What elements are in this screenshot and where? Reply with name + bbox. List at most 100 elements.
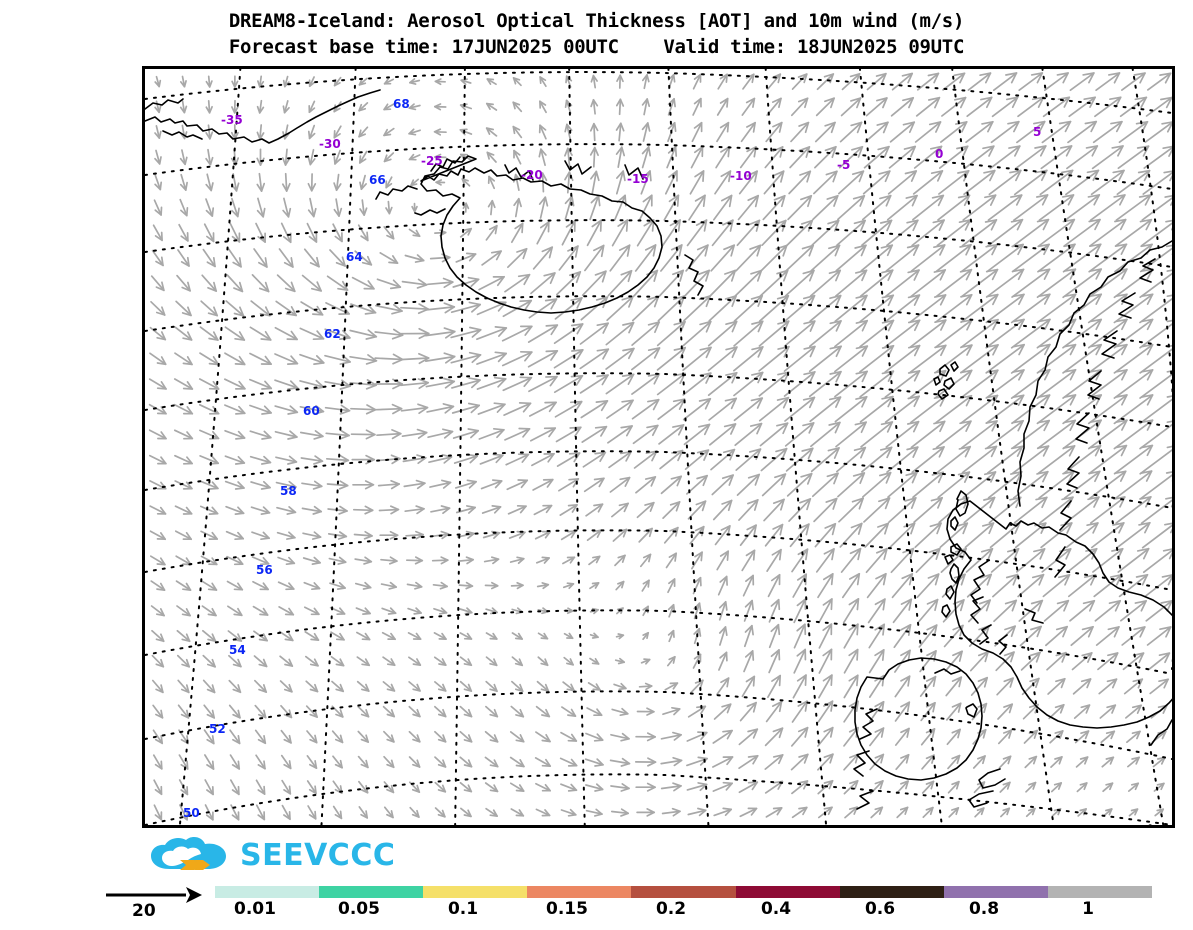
wind-arrow-head bbox=[1114, 470, 1127, 482]
wind-arrow bbox=[332, 805, 343, 820]
wind-arrow-head bbox=[386, 759, 395, 769]
aot-colorbar[interactable] bbox=[215, 886, 1152, 898]
wind-arrow-head bbox=[854, 421, 867, 434]
wind-arrow bbox=[259, 124, 263, 140]
wind-arrow bbox=[964, 145, 995, 170]
wind-arrow bbox=[834, 319, 869, 348]
wind-arrow bbox=[513, 149, 522, 165]
wind-arrow bbox=[1062, 243, 1102, 273]
wind-arrow bbox=[1023, 729, 1038, 744]
wind-arrow-head bbox=[571, 349, 584, 361]
wind-arrow bbox=[277, 581, 295, 590]
wind-arrow bbox=[611, 502, 629, 518]
wind-arrow-head bbox=[1107, 652, 1119, 664]
wind-arrow-head bbox=[156, 331, 167, 341]
wind-arrow bbox=[633, 450, 658, 469]
wind-arrow-head bbox=[261, 430, 272, 440]
wind-arrow-head bbox=[951, 780, 960, 790]
wind-arrow-head bbox=[1037, 268, 1051, 280]
wind-arrow-head bbox=[308, 810, 317, 820]
wind-arrow bbox=[1022, 703, 1039, 720]
wind-arrow-head bbox=[208, 531, 219, 540]
wind-arrow bbox=[809, 294, 842, 323]
wind-arrow-head bbox=[1079, 782, 1088, 791]
wind-arrow-head bbox=[985, 420, 998, 432]
wind-arrow-head bbox=[285, 582, 295, 591]
wind-arrow-head bbox=[282, 131, 290, 140]
wind-arrow bbox=[766, 73, 782, 90]
wind-arrow-head bbox=[519, 376, 533, 388]
wind-arrow-head bbox=[544, 298, 558, 310]
wind-arrow-head bbox=[1166, 445, 1172, 449]
wind-arrow-head bbox=[566, 632, 574, 640]
wind-arrow bbox=[707, 320, 738, 347]
wind-arrow-head bbox=[338, 305, 350, 315]
wind-arrow bbox=[610, 785, 630, 790]
wind-arrow bbox=[1144, 574, 1172, 598]
wind-arrow-head bbox=[180, 684, 190, 694]
wind-arrow-head bbox=[1158, 678, 1169, 689]
wind-arrow bbox=[887, 471, 918, 498]
wind-arrow-head bbox=[881, 269, 894, 282]
colorbar-segment bbox=[527, 886, 632, 898]
wind-arrow bbox=[1067, 573, 1097, 598]
wind-arrow bbox=[426, 405, 455, 413]
wind-arrow-head bbox=[413, 607, 422, 615]
wind-arrow-head bbox=[933, 420, 946, 433]
wind-arrow-head bbox=[489, 734, 499, 743]
wind-arrow-head bbox=[589, 146, 599, 157]
wind-arrow-head bbox=[284, 607, 295, 616]
wind-arrow-head bbox=[515, 734, 525, 743]
wind-arrow-head bbox=[463, 809, 472, 818]
wind-arrow bbox=[607, 269, 633, 297]
seevccc-logo[interactable]: SEEVCCC bbox=[148, 834, 395, 878]
wind-arrow bbox=[579, 322, 609, 345]
wind-arrow-head bbox=[1010, 218, 1024, 231]
wind-arrow-head bbox=[1165, 471, 1172, 482]
wind-arrow-head bbox=[1054, 730, 1064, 740]
wind-arrow-head bbox=[593, 477, 605, 488]
wind-arrow-head bbox=[154, 231, 163, 242]
wind-arrow-head bbox=[411, 784, 421, 793]
wind-arrow-head bbox=[361, 255, 373, 266]
wind-arrow-head bbox=[540, 658, 549, 667]
wind-arrow-head bbox=[750, 294, 764, 307]
wind-arrow bbox=[1139, 423, 1172, 450]
wind-arrow bbox=[533, 504, 553, 516]
wind-arrow-head bbox=[545, 324, 559, 336]
wind-arrow-head bbox=[465, 581, 474, 590]
wind-arrow-head bbox=[544, 401, 557, 413]
wind-arrow bbox=[383, 781, 395, 794]
wind-arrow bbox=[429, 481, 452, 488]
wind-arrow bbox=[638, 194, 653, 221]
wind-arrow-head bbox=[934, 319, 947, 331]
wind-arrow bbox=[537, 656, 549, 667]
wind-arrow bbox=[224, 404, 246, 415]
wind-arrow bbox=[539, 124, 547, 140]
wind-arrow-head bbox=[284, 281, 296, 293]
wind-arrow bbox=[250, 300, 271, 317]
wind-arrow-head bbox=[1005, 72, 1018, 84]
wind-arrow-head bbox=[798, 121, 810, 134]
wind-arrow bbox=[966, 96, 993, 118]
wind-arrow bbox=[484, 782, 499, 793]
wind-arrow bbox=[177, 679, 190, 694]
wind-arrow bbox=[532, 478, 554, 491]
wind-arrow bbox=[204, 779, 214, 796]
wind-arrow-head bbox=[287, 455, 298, 465]
wind-arrow-head bbox=[234, 355, 246, 366]
wind-arrow bbox=[610, 810, 630, 815]
wind-arrow bbox=[814, 522, 837, 548]
wind-arrow bbox=[869, 727, 885, 747]
wind-arrow bbox=[407, 632, 422, 640]
wind-arrow bbox=[656, 372, 686, 396]
wind-arrow bbox=[960, 394, 999, 424]
wind-arrow bbox=[739, 146, 757, 169]
wind-arrow bbox=[539, 196, 547, 219]
wind-arrow bbox=[383, 226, 395, 240]
wind-arrow bbox=[791, 548, 809, 573]
wind-arrow bbox=[255, 779, 266, 795]
wind-arrow bbox=[326, 483, 349, 487]
wind-arrow-head bbox=[594, 451, 607, 463]
map-canvas[interactable]: 68 66 64 62 60 58 56 54 52 50 -35 -30 -2… bbox=[142, 66, 1175, 828]
